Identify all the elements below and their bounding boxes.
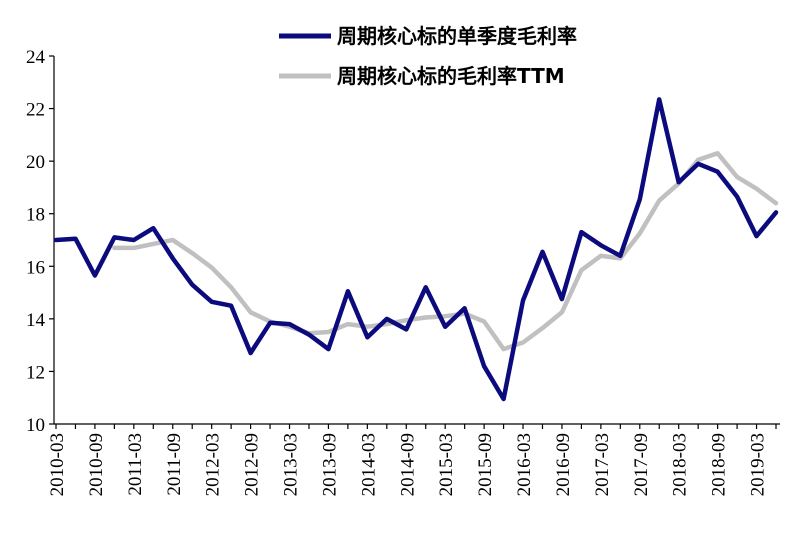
y-tick-label: 24 <box>26 47 46 68</box>
x-tick-label: 2011-09 <box>164 433 185 496</box>
x-tick-label: 2019-03 <box>748 433 769 496</box>
x-tick-label: 2010-03 <box>47 433 68 496</box>
x-tick-label: 2017-03 <box>592 433 613 496</box>
x-tick-label: 2014-09 <box>397 433 418 496</box>
series-line-1 <box>112 151 779 352</box>
x-tick-label: 2016-09 <box>553 433 574 496</box>
x-tick-label: 2012-03 <box>203 433 224 496</box>
x-tick-label: 2013-03 <box>281 433 302 496</box>
x-tick-label: 2018-03 <box>670 433 691 496</box>
y-tick-label: 20 <box>26 152 45 173</box>
y-tick-label: 22 <box>26 100 45 121</box>
x-tick-label: 2013-09 <box>319 433 340 496</box>
x-tick-label: 2018-09 <box>709 433 730 496</box>
x-tick-label: 2014-03 <box>358 433 379 496</box>
y-tick-label: 18 <box>26 205 45 226</box>
x-axis: 2010-03 2010-09 2011-03 2011-09 2012-03 2012-… <box>47 423 780 496</box>
x-tick-label: 2016-03 <box>514 433 535 496</box>
y-tick-label: 12 <box>26 362 45 383</box>
x-tick-label: 2011-03 <box>125 433 146 496</box>
x-tick-label: 2015-09 <box>475 433 496 496</box>
x-tick-label: 2015-03 <box>436 433 457 496</box>
x-tick-label: 2017-09 <box>631 433 652 496</box>
x-tick-label: 2010-09 <box>86 433 107 496</box>
legend-label-1: 周期核心标的毛利率TTM <box>337 64 565 88</box>
y-tick-label: 16 <box>26 257 45 278</box>
y-tick-label: 10 <box>26 415 45 436</box>
series-line-0 <box>53 97 779 402</box>
legend-label-0: 周期核心标的单季度毛利率 <box>337 24 577 48</box>
y-tick-label: 14 <box>26 310 46 331</box>
x-tick-label: 2012-09 <box>242 433 263 496</box>
y-axis: 10 12 14 16 18 20 22 24 <box>26 47 55 436</box>
plot-lines <box>53 97 779 402</box>
